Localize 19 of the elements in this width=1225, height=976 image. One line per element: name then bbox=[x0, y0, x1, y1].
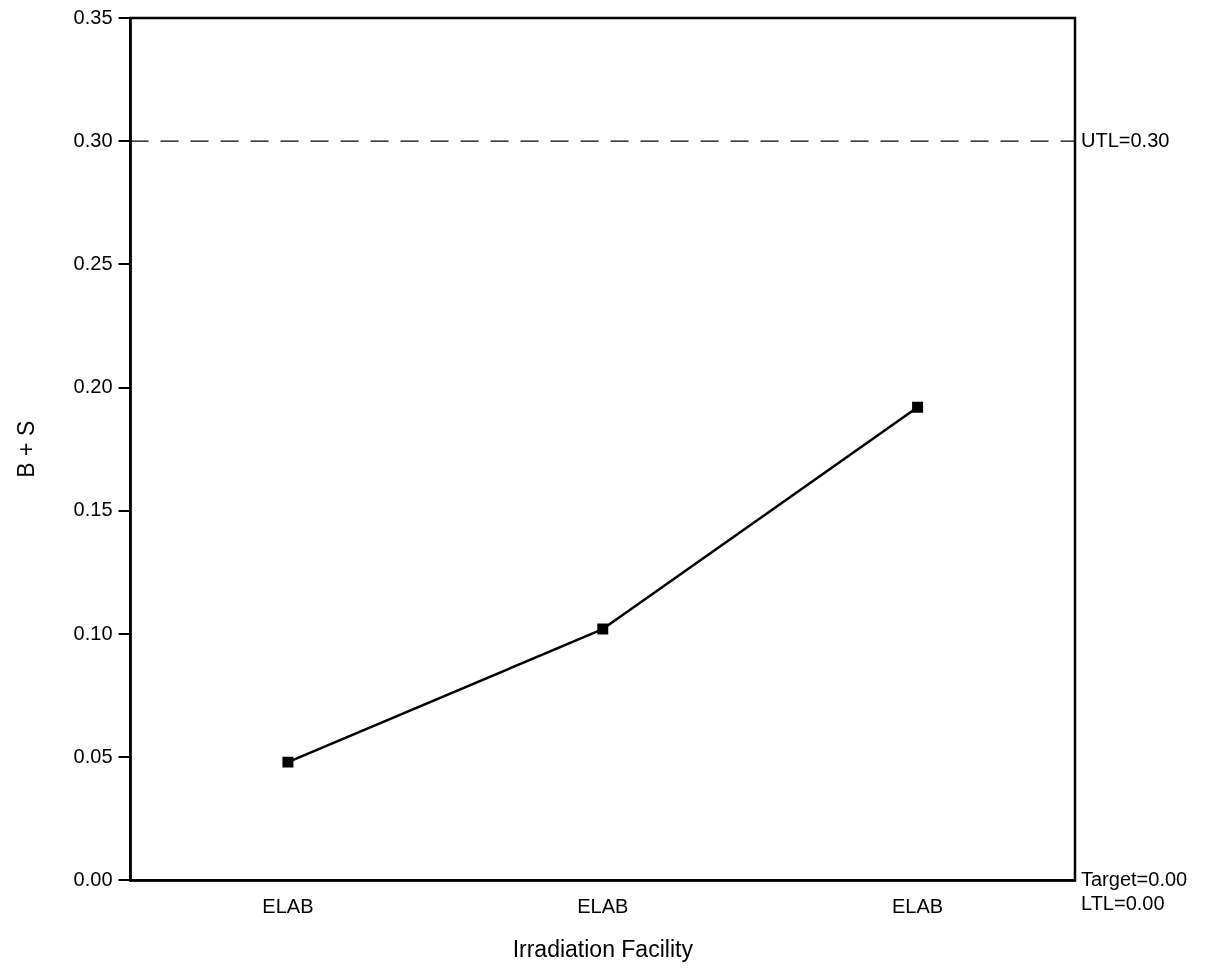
y-axis-title: B + S bbox=[13, 420, 40, 478]
x-tick-label: ELAB bbox=[577, 894, 629, 917]
point bbox=[912, 401, 924, 413]
y-tick-label: 0.25 bbox=[73, 251, 113, 274]
x-axis-title: Irradiation Facility bbox=[512, 935, 694, 962]
y-tick-label: 0.35 bbox=[73, 5, 113, 28]
text: Target=0.00 bbox=[1081, 867, 1188, 890]
point bbox=[597, 623, 609, 635]
ref-line-label: UTL=0.30 bbox=[1081, 128, 1170, 151]
y-tick-label: 0.20 bbox=[73, 375, 113, 398]
x-tick-label: ELAB bbox=[892, 894, 944, 917]
y-tick-label: 0.15 bbox=[73, 498, 113, 521]
y-tick-label: 0.30 bbox=[73, 128, 113, 151]
point bbox=[282, 756, 294, 768]
x-tick-label: ELAB bbox=[262, 894, 314, 917]
y-tick-label: 0.05 bbox=[73, 744, 113, 767]
y-tick-label: 0.00 bbox=[73, 867, 113, 890]
y-tick-label: 0.10 bbox=[73, 621, 113, 644]
text: LTL=0.00 bbox=[1081, 891, 1165, 914]
